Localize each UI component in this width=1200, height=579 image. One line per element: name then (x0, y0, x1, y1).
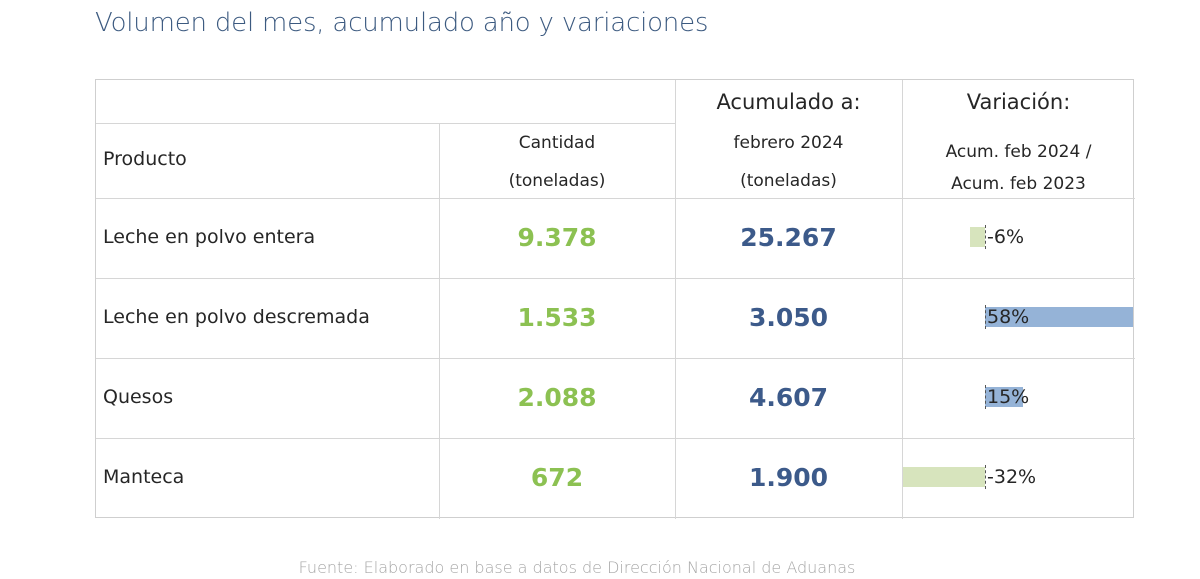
column-divider (439, 123, 440, 519)
data-table: Producto Cantidad (toneladas) Acumulado … (95, 79, 1135, 519)
row-producto: Leche en polvo descremada (103, 306, 370, 328)
row-acumulado: 25.267 (740, 223, 837, 252)
row-divider (96, 123, 675, 124)
header-cantidad: Cantidad (518, 133, 596, 153)
variation-axis (985, 305, 986, 329)
header-cantidad-unit: (toneladas) (508, 171, 606, 191)
header-acumulado: Acumulado a: (716, 90, 861, 114)
variation-bar (903, 467, 985, 487)
variation-axis (985, 385, 986, 409)
header-acumulado-period: febrero 2024 (733, 133, 844, 153)
header-variacion-line1: Acum. feb 2024 / (945, 142, 1092, 162)
variation-bar (969, 227, 985, 247)
row-divider (96, 438, 1135, 439)
source-note: Fuente: Elaborado en base a datos de Dir… (298, 558, 856, 577)
variation-axis (985, 225, 986, 249)
header-variacion: Variación: (966, 90, 1071, 114)
variation-bar (985, 307, 1133, 327)
row-acumulado: 1.900 (748, 463, 829, 492)
header-producto: Producto (103, 148, 187, 170)
header-acumulado-unit: (toneladas) (740, 171, 837, 191)
header-variacion-line2: Acum. feb 2023 (951, 174, 1086, 194)
column-divider (675, 80, 676, 519)
row-divider (96, 278, 1135, 279)
row-producto: Manteca (103, 466, 185, 488)
variation-bar (985, 387, 1024, 407)
row-cantidad: 672 (530, 463, 584, 492)
row-acumulado: 4.607 (748, 383, 829, 412)
column-divider (902, 80, 903, 519)
row-cantidad: 2.088 (517, 383, 597, 412)
row-acumulado: 3.050 (748, 303, 829, 332)
variation-axis (985, 465, 986, 489)
row-divider (96, 198, 1135, 199)
variation-label: 15% (987, 386, 1030, 408)
row-producto: Quesos (103, 386, 174, 408)
row-divider (96, 358, 1135, 359)
page-title: Volumen del mes, acumulado año y variaci… (95, 8, 709, 38)
variation-label: -32% (987, 466, 1037, 488)
variation-label: -6% (987, 226, 1024, 248)
variation-label: 58% (987, 306, 1030, 328)
row-cantidad: 1.533 (517, 303, 597, 332)
row-producto: Leche en polvo entera (103, 226, 316, 248)
row-cantidad: 9.378 (517, 223, 597, 252)
